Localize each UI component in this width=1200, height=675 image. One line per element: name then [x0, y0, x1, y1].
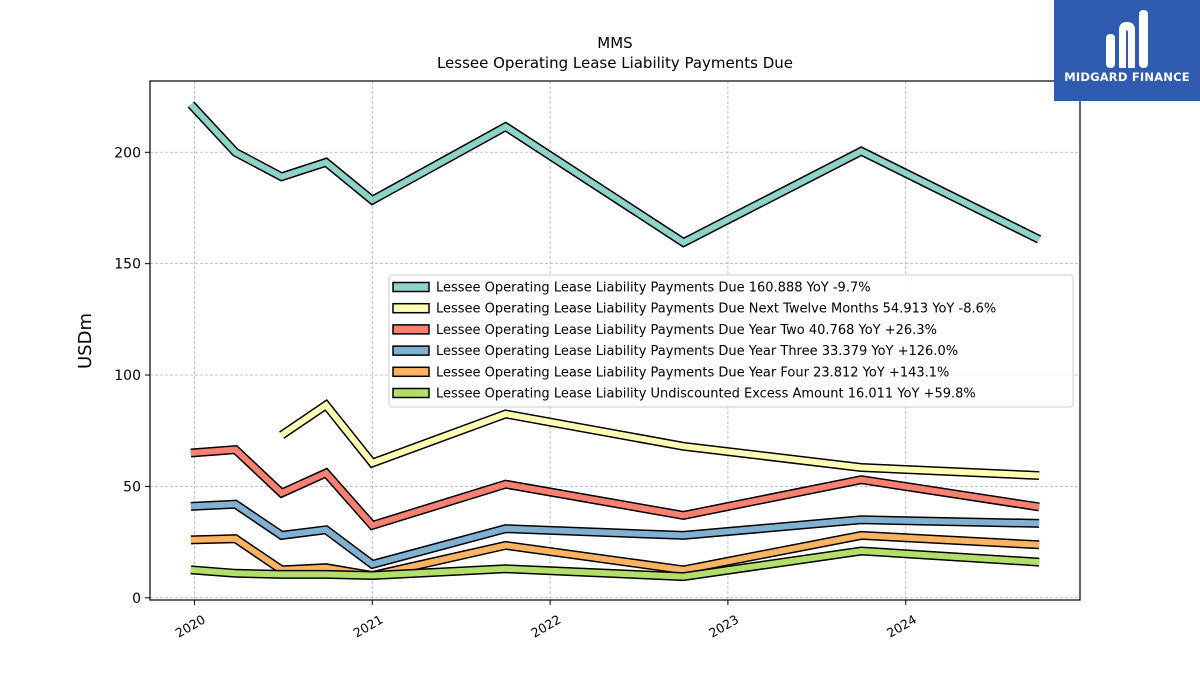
- legend: Lessee Operating Lease Liability Payment…: [388, 274, 1074, 408]
- logo-text: MIDGARD FINANCE: [1064, 70, 1190, 84]
- x-tick-label: 2020: [173, 612, 208, 641]
- legend-entry-6: Lessee Operating Lease Liability Undisco…: [436, 387, 976, 402]
- legend-entry-5: Lessee Operating Lease Liability Payment…: [436, 365, 949, 380]
- y-tick-label: 0: [132, 591, 141, 607]
- legend-swatch-5: [392, 366, 430, 378]
- legend-swatch-1: [392, 281, 430, 293]
- series-line-3: [190, 446, 1040, 529]
- y-tick-label: 50: [123, 479, 141, 495]
- series-line-4: [190, 501, 1040, 568]
- legend-swatch-2: [392, 302, 430, 314]
- y-tick-label: 200: [114, 145, 141, 161]
- series-line-1: [188, 102, 1041, 246]
- legend-entry-4: Lessee Operating Lease Liability Payment…: [436, 344, 958, 359]
- legend-entry-1: Lessee Operating Lease Liability Payment…: [436, 281, 871, 296]
- chart-title: MMS: [597, 34, 632, 52]
- x-tick-label: 2024: [884, 612, 919, 641]
- legend-swatch-4: [392, 345, 430, 356]
- legend-swatch-6: [392, 387, 430, 399]
- x-tick-label: 2022: [528, 612, 563, 641]
- y-axis-label: USDm: [75, 313, 96, 369]
- x-tick-label: 2023: [706, 612, 741, 641]
- x-tick-label: 2021: [351, 612, 386, 641]
- y-tick-label: 100: [114, 368, 141, 384]
- series-layer: [187, 101, 1042, 582]
- legend-box: [388, 274, 1074, 408]
- midgard-finance-logo: MIDGARD FINANCE: [1054, 0, 1200, 101]
- plot-frame: [149, 80, 1081, 601]
- legend-entry-2: Lessee Operating Lease Liability Payment…: [436, 302, 996, 317]
- chart-subtitle: Lessee Operating Lease Liability Payment…: [437, 54, 793, 72]
- series-line-6: [190, 547, 1040, 580]
- y-tick-label: 150: [114, 257, 141, 273]
- legend-entry-3: Lessee Operating Lease Liability Payment…: [436, 323, 937, 338]
- series-line-2: [279, 401, 1040, 479]
- logo-mark-icon: [1106, 10, 1148, 68]
- legend-swatch-3: [392, 324, 430, 335]
